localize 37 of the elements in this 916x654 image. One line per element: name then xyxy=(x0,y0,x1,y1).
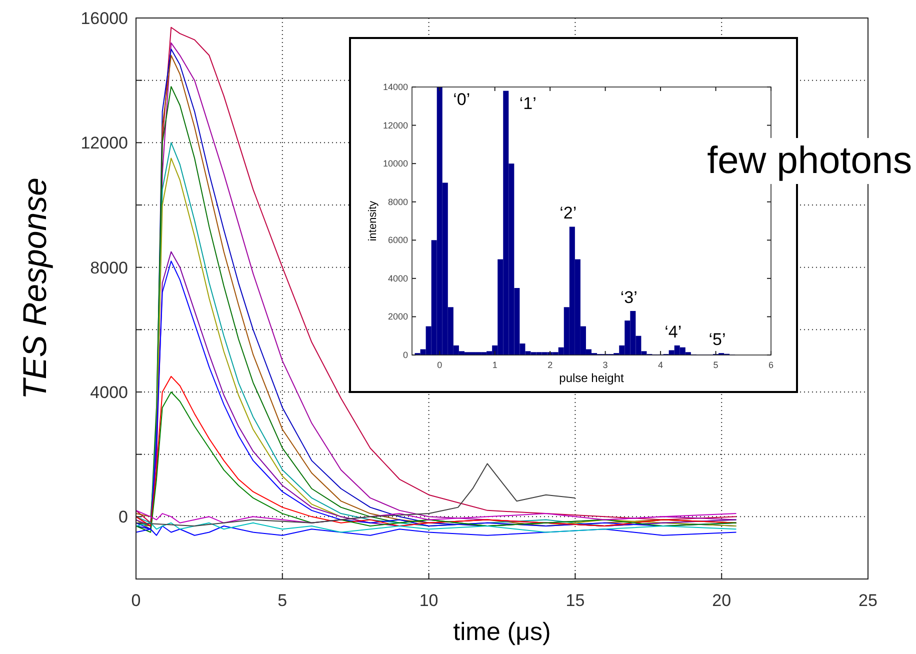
x-tick-label: 0 xyxy=(437,360,442,370)
y-tick-label: 14000 xyxy=(382,82,408,92)
y-tick-label: 16000 xyxy=(80,9,128,28)
y-tick-label: 8000 xyxy=(388,196,408,207)
x-tick-label: 10 xyxy=(419,591,438,610)
y-tick-label: 4000 xyxy=(388,273,408,284)
x-tick-label: 6 xyxy=(768,360,774,370)
x-tick-label: 5 xyxy=(278,591,288,610)
x-tick-label: 3 xyxy=(602,360,608,370)
annotation: ‘0’ xyxy=(453,90,470,109)
x-tick-label: 0 xyxy=(131,591,141,610)
annotation: ‘5’ xyxy=(708,330,726,350)
y-tick-label: 2000 xyxy=(388,312,408,322)
y-tick-label: 0 xyxy=(402,350,408,360)
y-axis-title: intensity xyxy=(367,200,379,242)
y-tick-label: 6000 xyxy=(388,235,408,246)
x-tick-label: 4 xyxy=(658,360,664,370)
y-tick-label: 4000 xyxy=(90,383,128,402)
x-tick-label: 5 xyxy=(713,360,718,370)
annotation: ‘1’ xyxy=(519,94,536,113)
x-axis-title: time (μs) xyxy=(453,618,551,646)
annotation: ‘2’ xyxy=(560,204,577,223)
x-tick-label: 25 xyxy=(858,591,878,610)
y-tick-label: 10000 xyxy=(382,158,408,169)
y-axis-title: TES Response xyxy=(16,178,53,400)
y-tick-label: 12000 xyxy=(80,134,128,153)
y-tick-label: 0 xyxy=(118,508,128,527)
annotation: ‘3’ xyxy=(620,288,638,307)
x-tick-label: 20 xyxy=(712,591,732,610)
x-tick-label: 2 xyxy=(548,360,553,370)
y-tick-label: 12000 xyxy=(382,120,408,130)
x-tick-label: 1 xyxy=(492,360,498,370)
y-tick-label: 8000 xyxy=(90,258,128,278)
annotation: ‘4’ xyxy=(664,322,682,342)
x-tick-label: 15 xyxy=(566,591,585,610)
x-axis-title: pulse height xyxy=(559,371,625,385)
annotation: few photons xyxy=(707,140,912,182)
